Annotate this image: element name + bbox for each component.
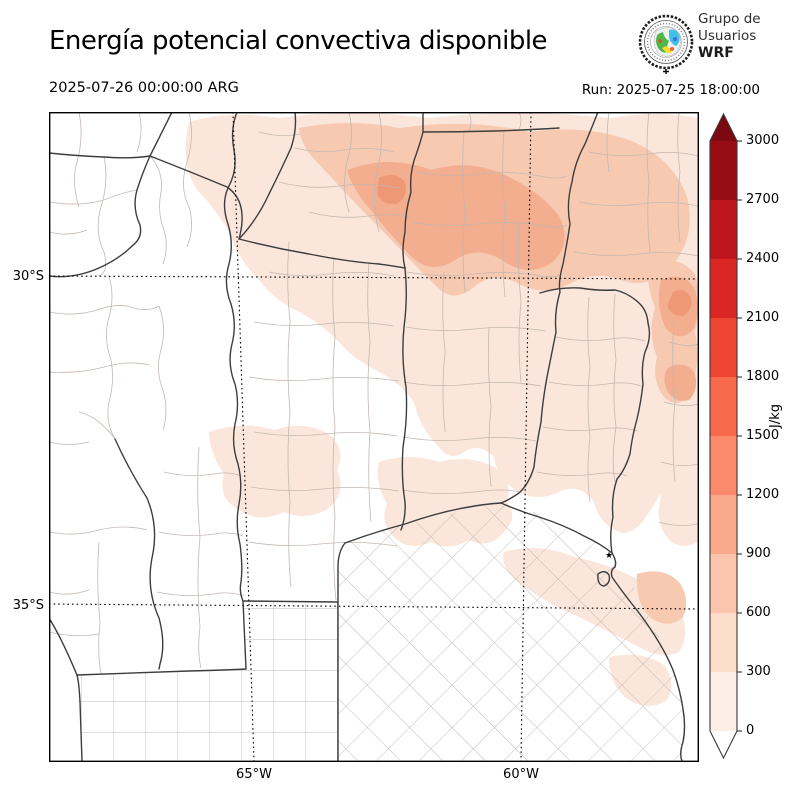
province-borders	[48, 111, 686, 762]
map-canvas: ★	[48, 111, 699, 762]
wrf-users-logo: Grupo de Usuarios WRF	[636, 8, 796, 78]
run-time-label: Run: 2025-07-25 18:00:00	[581, 82, 760, 98]
colorbar-tick-label: 0	[746, 723, 755, 738]
colorbar-unit-label: J/kg	[768, 404, 783, 428]
colorbar-tick-label: 2400	[746, 251, 780, 266]
page-title: Energía potencial convectiva disponible	[49, 26, 548, 56]
colorbar-tick-label: 2700	[746, 192, 780, 207]
colorbar-tick-marks	[737, 140, 742, 732]
colorbar-tick-label: 300	[746, 664, 771, 679]
colorbar-tick-label: 1500	[746, 428, 780, 443]
globe-stamp-icon	[638, 14, 694, 74]
lat-label-30s: 30°S	[12, 269, 44, 284]
la-pampa-departments	[77, 601, 338, 761]
colorbar-tick-label: 600	[746, 605, 771, 620]
colorbar-tick-label: 2100	[746, 310, 780, 325]
lat-label-35s: 35°S	[12, 598, 44, 613]
buenos-aires-departments	[338, 503, 683, 761]
department-boundaries	[48, 111, 699, 675]
map-frame	[48, 111, 699, 762]
lon-label-65w: 65°W	[236, 767, 272, 782]
logo-text-line3: WRF	[698, 45, 734, 61]
colorbar	[700, 105, 746, 770]
valid-time-label: 2025-07-26 00:00:00 ARG	[49, 80, 239, 96]
colorbar-gradient	[709, 112, 742, 760]
colorbar-tick-label: 1200	[746, 487, 780, 502]
map-panel: ★	[48, 111, 699, 762]
lon-label-60w: 60°W	[503, 767, 539, 782]
buenos-aires-marker: ★	[605, 551, 613, 561]
colorbar-tick-label: 1800	[746, 369, 780, 384]
logo-text-line2: Usuarios	[698, 28, 757, 44]
cape-shade-level4	[377, 174, 692, 316]
colorbar-tick-label: 900	[746, 546, 771, 561]
logo-text-line1: Grupo de	[698, 11, 761, 27]
colorbar-tick-label: 3000	[746, 133, 780, 148]
